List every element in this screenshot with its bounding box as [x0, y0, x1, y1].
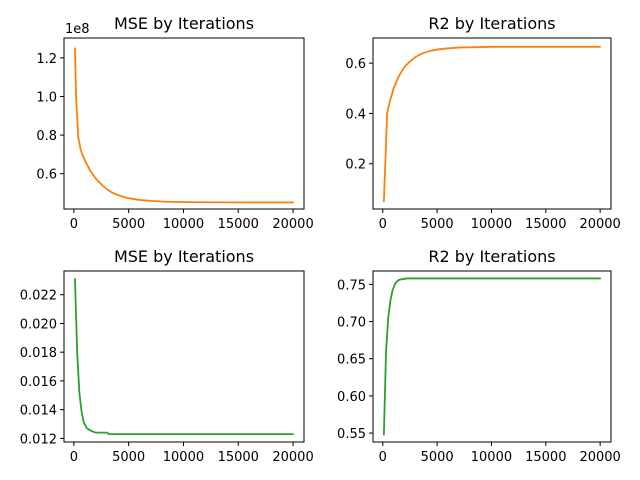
plot-area: 0 5000 10000 15000 20000 0.55 0.60 0.65 0.70 0.75	[337, 270, 621, 465]
subplot-r2-top: R2 by Iterations 0 5000 10000 15000 20000 0.2…	[345, 14, 620, 232]
x-tick-label: 0	[70, 217, 78, 232]
series-line	[382, 277, 602, 436]
y-tick-label: 0.4	[345, 107, 366, 122]
subplot-title: MSE by Iterations	[114, 247, 254, 266]
x-tick-label: 15000	[218, 217, 259, 232]
subplot-title: R2 by Iterations	[428, 14, 555, 33]
y-tick-label: 1.0	[36, 90, 57, 105]
x-tick-label: 15000	[525, 450, 566, 465]
y-tick-label: 0.60	[337, 390, 366, 405]
y-tick-label: 0.2	[345, 158, 366, 173]
y-tick-label: 1.2	[36, 52, 57, 67]
y-tick-label: 0.018	[20, 346, 57, 361]
y-tick-label: 0.6	[36, 168, 57, 183]
x-tick-label: 5000	[421, 217, 454, 232]
plot-area: 0 5000 10000 15000 20000 0.6 0.8 1.0 1.2	[36, 37, 314, 232]
x-tick-label: 5000	[112, 217, 145, 232]
y-tick-label: 0.014	[20, 404, 57, 419]
y-tick-label: 0.6	[345, 57, 366, 72]
plot-area: 0 5000 10000 15000 20000 0.012 0.014 0.016 0.018…	[20, 270, 314, 465]
x-tick-label: 0	[379, 450, 387, 465]
plot-area: 0 5000 10000 15000 20000 0.2 0.4 0.6	[345, 37, 621, 232]
x-tick-label: 5000	[112, 450, 145, 465]
y-tick-label: 0.70	[337, 316, 366, 331]
y-tick-label: 0.022	[20, 289, 57, 304]
x-tick-label: 5000	[421, 450, 454, 465]
y-tick-label: 0.016	[20, 375, 57, 390]
y-tick-label: 0.55	[337, 427, 366, 442]
axes-frame	[372, 37, 612, 210]
x-tick-label: 15000	[525, 217, 566, 232]
x-tick-label: 20000	[272, 217, 313, 232]
x-tick-label: 10000	[163, 450, 204, 465]
x-tick-label: 15000	[218, 450, 259, 465]
series-line	[74, 277, 294, 436]
y-tick-label: 0.8	[36, 129, 57, 144]
series-line	[74, 47, 294, 204]
axes-frame	[372, 270, 612, 443]
y-tick-label: 0.65	[337, 353, 366, 368]
y-tick-label: 0.020	[20, 317, 57, 332]
axes-frame	[63, 270, 305, 443]
subplot-title: MSE by Iterations	[114, 14, 254, 33]
series-line	[382, 45, 602, 203]
subplot-mse-top: MSE by Iterations 1e8 0 5000 10000 15000 200…	[36, 14, 313, 232]
x-tick-label: 20000	[579, 450, 620, 465]
x-tick-label: 0	[379, 217, 387, 232]
x-tick-label: 10000	[163, 217, 204, 232]
subplot-r2-bottom: R2 by Iterations 0 5000 10000 15000 20000 0.5…	[337, 247, 621, 465]
y-offset-label: 1e8	[65, 22, 90, 37]
axes-frame	[63, 37, 305, 210]
x-tick-label: 10000	[471, 217, 512, 232]
subplot-title: R2 by Iterations	[428, 247, 555, 266]
y-tick-label: 0.012	[20, 432, 57, 447]
x-tick-label: 20000	[579, 217, 620, 232]
x-tick-label: 0	[70, 450, 78, 465]
x-tick-label: 20000	[272, 450, 313, 465]
x-tick-label: 10000	[471, 450, 512, 465]
subplot-mse-bottom: MSE by Iterations 0 5000 10000 15000 20000 0.…	[20, 247, 314, 465]
y-tick-label: 0.75	[337, 278, 366, 293]
